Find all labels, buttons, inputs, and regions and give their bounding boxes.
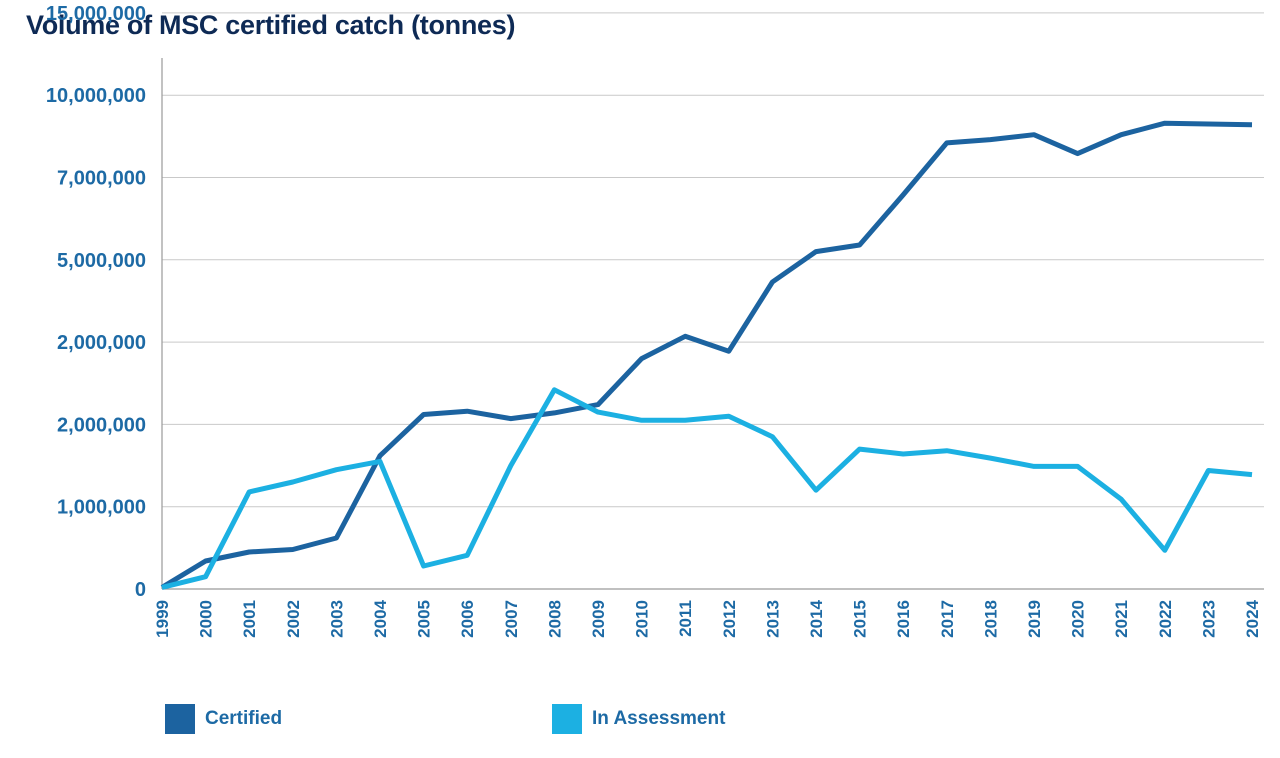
y-tick-label: 2,000,000 — [57, 414, 146, 436]
series-line-in-assessment — [161, 387, 1253, 590]
line-chart: 0 1,000,000 2,000,000 2,000,000 5,000,000 7,0… — [46, 3, 1264, 638]
y-axis-ticks: 0 1,000,000 2,000,000 2,000,000 5,000,000 7,0… — [46, 3, 146, 601]
x-tick-label: 2001 — [240, 600, 259, 638]
x-tick-label: 2000 — [197, 600, 216, 638]
y-tick-label: 15,000,000 — [46, 3, 146, 25]
legend-item-certified: Certified — [165, 704, 282, 734]
series-line-certified — [160, 120, 1253, 590]
x-tick-label: 2022 — [1156, 600, 1175, 638]
x-tick-label: 2021 — [1112, 600, 1131, 638]
x-tick-label: 2003 — [327, 600, 346, 638]
x-tick-label: 2008 — [545, 600, 564, 638]
x-tick-label: 2009 — [589, 600, 608, 638]
y-tick-label: 1,000,000 — [57, 497, 146, 519]
x-tick-label: 2013 — [763, 600, 782, 638]
x-tick-label: 2015 — [851, 600, 870, 638]
y-tick-label: 2,000,000 — [57, 332, 146, 354]
x-tick-label: 1999 — [153, 600, 172, 638]
series-lines — [160, 120, 1253, 590]
x-tick-label: 2007 — [502, 600, 521, 638]
y-tick-label: 7,000,000 — [57, 168, 146, 190]
axes — [161, 58, 1264, 590]
legend-label-certified: Certified — [205, 708, 283, 729]
gridlines — [162, 12, 1264, 508]
legend-label-in-assessment: In Assessment — [592, 708, 726, 729]
legend-swatch-certified — [165, 704, 195, 734]
y-tick-label: 5,000,000 — [57, 250, 146, 272]
x-tick-label: 2017 — [938, 600, 957, 638]
x-tick-label: 2024 — [1243, 599, 1262, 637]
y-tick-label: 10,000,000 — [46, 85, 146, 107]
x-tick-label: 2010 — [633, 600, 652, 638]
y-tick-label: 0 — [135, 579, 146, 601]
legend-swatch-in-assessment — [552, 704, 582, 734]
x-tick-label: 2019 — [1025, 600, 1044, 638]
x-tick-label: 2014 — [807, 599, 826, 637]
x-tick-label: 2016 — [894, 600, 913, 638]
x-axis-ticks: 1999 2000 2001 2002 2003 2004 2005 2006 2007 2008… — [153, 599, 1262, 637]
x-tick-label: 2005 — [415, 600, 434, 638]
x-tick-label: 2012 — [720, 600, 739, 638]
x-tick-label: 2006 — [458, 600, 477, 638]
x-tick-label: 2020 — [1069, 600, 1088, 638]
x-tick-label: 2002 — [284, 600, 303, 638]
x-tick-label: 2023 — [1199, 600, 1218, 638]
x-tick-label: 2011 — [676, 600, 695, 637]
x-tick-label: 2004 — [371, 599, 390, 637]
legend-item-in-assessment: In Assessment — [552, 704, 725, 734]
chart-title: Volume of MSC certified catch (tonnes) — [26, 10, 516, 40]
x-tick-label: 2018 — [981, 600, 1000, 638]
